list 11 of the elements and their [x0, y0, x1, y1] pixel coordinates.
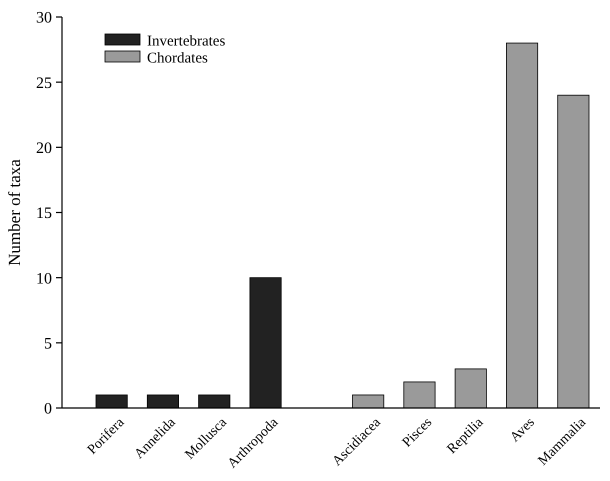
y-tick-label: 15 — [36, 205, 52, 222]
legend-label: Chordates — [147, 50, 208, 66]
y-tick-label: 0 — [44, 400, 52, 418]
y-tick-label: 20 — [36, 140, 52, 157]
legend-label: Invertebrates — [147, 33, 226, 50]
x-tick-label: Aves — [508, 415, 538, 446]
y-tick-label: 10 — [36, 270, 52, 288]
y-axis-title: Number of taxa — [5, 158, 24, 266]
y-tick-label: 25 — [36, 74, 52, 92]
y-tick-label: 30 — [36, 10, 52, 27]
y-tick-label: 5 — [44, 335, 52, 352]
